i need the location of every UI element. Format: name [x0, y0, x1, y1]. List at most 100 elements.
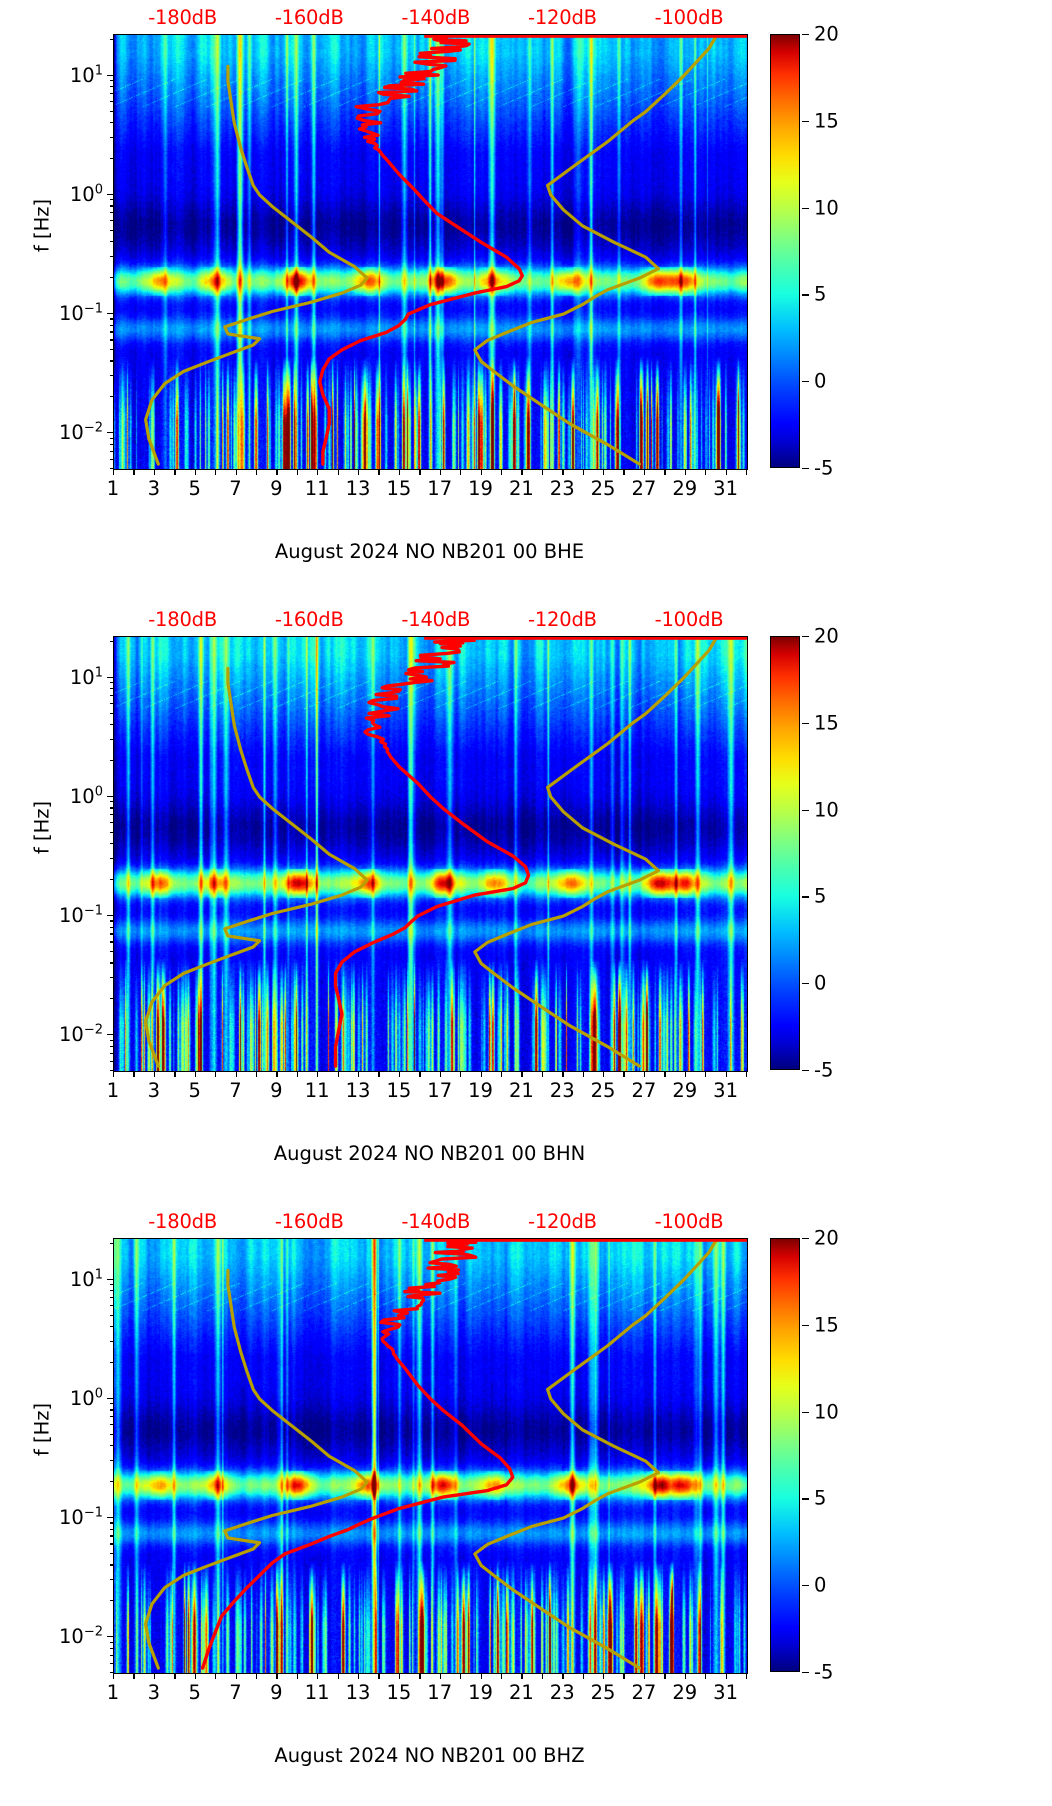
x-axis-tick-label: 27 — [631, 1681, 657, 1704]
x-axis-tick — [215, 1071, 217, 1077]
x-axis-tick-label: 25 — [590, 1079, 616, 1102]
x-axis-tick — [521, 469, 523, 475]
spectrogram-canvas — [114, 1239, 747, 1673]
x-axis-tick — [153, 469, 156, 475]
y-axis-minor-tick — [109, 1362, 113, 1364]
y-axis-minor-tick — [109, 926, 113, 928]
mean-psd-curve-top-clip — [424, 637, 747, 640]
colorbar-bhn: residual [dB] from average curve -505101… — [770, 625, 1020, 1082]
x-axis-tick — [194, 1673, 196, 1679]
x-axis-tick-label: 17 — [427, 1079, 453, 1102]
x-axis-tick — [603, 469, 605, 475]
y-axis-tick-label: 10−2 — [59, 1624, 103, 1648]
y-axis-minor-tick — [109, 80, 113, 82]
y-axis-minor-tick — [109, 1045, 113, 1047]
x-axis-tick — [439, 1071, 441, 1077]
x-axis-tick — [562, 469, 564, 475]
y-axis-minor-tick — [109, 1403, 113, 1405]
y-axis-tick — [107, 795, 113, 798]
x-axis-tick-label: 5 — [188, 477, 201, 500]
colorbar-tick — [802, 1070, 809, 1072]
x-axis-tick — [623, 469, 625, 475]
y-axis-minor-tick — [109, 1460, 113, 1462]
colorbar-tick-label: 20 — [814, 624, 839, 648]
y-axis-minor-tick — [109, 879, 113, 881]
y-axis-minor-tick — [109, 1052, 113, 1054]
y-axis-minor-tick — [109, 998, 113, 1000]
colorbar-tick-label: 20 — [814, 1226, 839, 1250]
x-axis-tick — [541, 469, 544, 475]
x-axis-tick — [439, 1673, 441, 1679]
y-axis-minor-tick — [109, 1522, 113, 1524]
overlay-curves-bhz — [144, 1239, 747, 1670]
colorbar-tick — [802, 120, 809, 123]
x-axis-tick-label: 3 — [147, 1681, 161, 1704]
y-axis-minor-tick — [109, 1326, 113, 1328]
x-axis-tick — [235, 1673, 237, 1679]
y-axis-minor-tick — [109, 1341, 113, 1343]
panel-bhz: -180dB -160dB -140dB -120dB -100dB f [Hz… — [0, 1204, 1052, 1806]
y-axis-minor-tick — [109, 220, 113, 222]
colorbar-tick — [802, 636, 809, 638]
top-db-label: -160dB — [274, 608, 344, 631]
y-axis-minor-tick — [109, 1600, 113, 1602]
colorbar-tick — [802, 1585, 809, 1587]
y-axis-minor-tick — [109, 1543, 113, 1545]
spectrogram-canvas — [114, 35, 747, 469]
y-axis-minor-tick — [109, 1314, 113, 1316]
x-axis-tick-label: 25 — [590, 1681, 616, 1704]
x-axis-tick-label: 29 — [672, 477, 698, 500]
y-axis-tick-label: 101 — [69, 665, 103, 689]
y-axis-minor-tick — [109, 977, 113, 979]
colorbar-tick — [802, 983, 809, 985]
x-axis-tick — [643, 1071, 646, 1077]
y-axis-minor-tick — [109, 1445, 113, 1447]
colorbar-tick-label: -5 — [814, 456, 834, 480]
x-axis-tick-label: 29 — [672, 1079, 698, 1102]
x-axis-tick — [398, 469, 401, 475]
colorbar-tick — [802, 1672, 809, 1674]
x-axis-tick — [215, 469, 217, 475]
y-axis-minor-tick — [109, 1481, 113, 1483]
y-axis-minor-tick — [109, 212, 113, 214]
x-axis-tick — [398, 1673, 401, 1679]
y-axis-title: f [Hz] — [30, 800, 54, 855]
y-axis-minor-tick — [109, 1552, 113, 1554]
x-axis-tick-label: 1 — [106, 1681, 120, 1704]
colorbar-bhz: residual [dB] from average curve -505101… — [770, 1227, 1020, 1684]
y-axis-tick — [107, 1397, 113, 1400]
y-axis-minor-tick — [109, 1039, 113, 1041]
mean-psd-curve — [333, 637, 531, 1068]
x-axis-tick — [746, 1673, 748, 1679]
y-axis-minor-tick — [109, 1433, 113, 1435]
x-axis-tick — [664, 469, 666, 475]
y-axis-tick — [107, 676, 113, 679]
y-axis-tick-label: 10−2 — [59, 1022, 103, 1046]
colorbar-bhe: residual [dB] from average curve -505101… — [770, 23, 1020, 480]
x-axis-tick — [664, 1071, 666, 1077]
top-db-label: -120dB — [528, 6, 597, 29]
y-axis-minor-tick — [109, 1662, 113, 1664]
y-axis-minor-tick — [109, 205, 113, 207]
x-axis-tick-label: 31 — [713, 477, 738, 500]
x-axis-tick — [153, 1071, 156, 1077]
top-db-label: -120dB — [528, 1210, 597, 1233]
x-axis-tick-label: 9 — [270, 1079, 283, 1102]
colorbar-tick-label: 5 — [814, 282, 827, 306]
y-axis-tick-label: 10−1 — [59, 1505, 103, 1529]
x-axis-tick — [153, 1673, 156, 1679]
y-axis-minor-tick — [109, 1579, 113, 1581]
top-db-axis-bhe: -180dB -160dB -140dB -120dB -100dB — [113, 0, 746, 34]
y-axis-minor-tick — [109, 814, 113, 816]
x-axis-tick — [337, 469, 339, 475]
colorbar-tick — [802, 1324, 809, 1327]
x-axis-tick — [643, 469, 646, 475]
y-axis-minor-tick — [109, 1424, 113, 1426]
panel-bhe: -180dB -160dB -140dB -120dB -100dB f [Hz… — [0, 0, 1052, 602]
y-axis-tick — [107, 915, 113, 917]
y-axis-minor-tick — [109, 858, 113, 860]
colorbar-tick — [802, 1411, 809, 1413]
y-axis-tick — [107, 74, 113, 77]
x-axis-tick — [500, 1071, 503, 1077]
x-axis-tick — [705, 1673, 707, 1679]
